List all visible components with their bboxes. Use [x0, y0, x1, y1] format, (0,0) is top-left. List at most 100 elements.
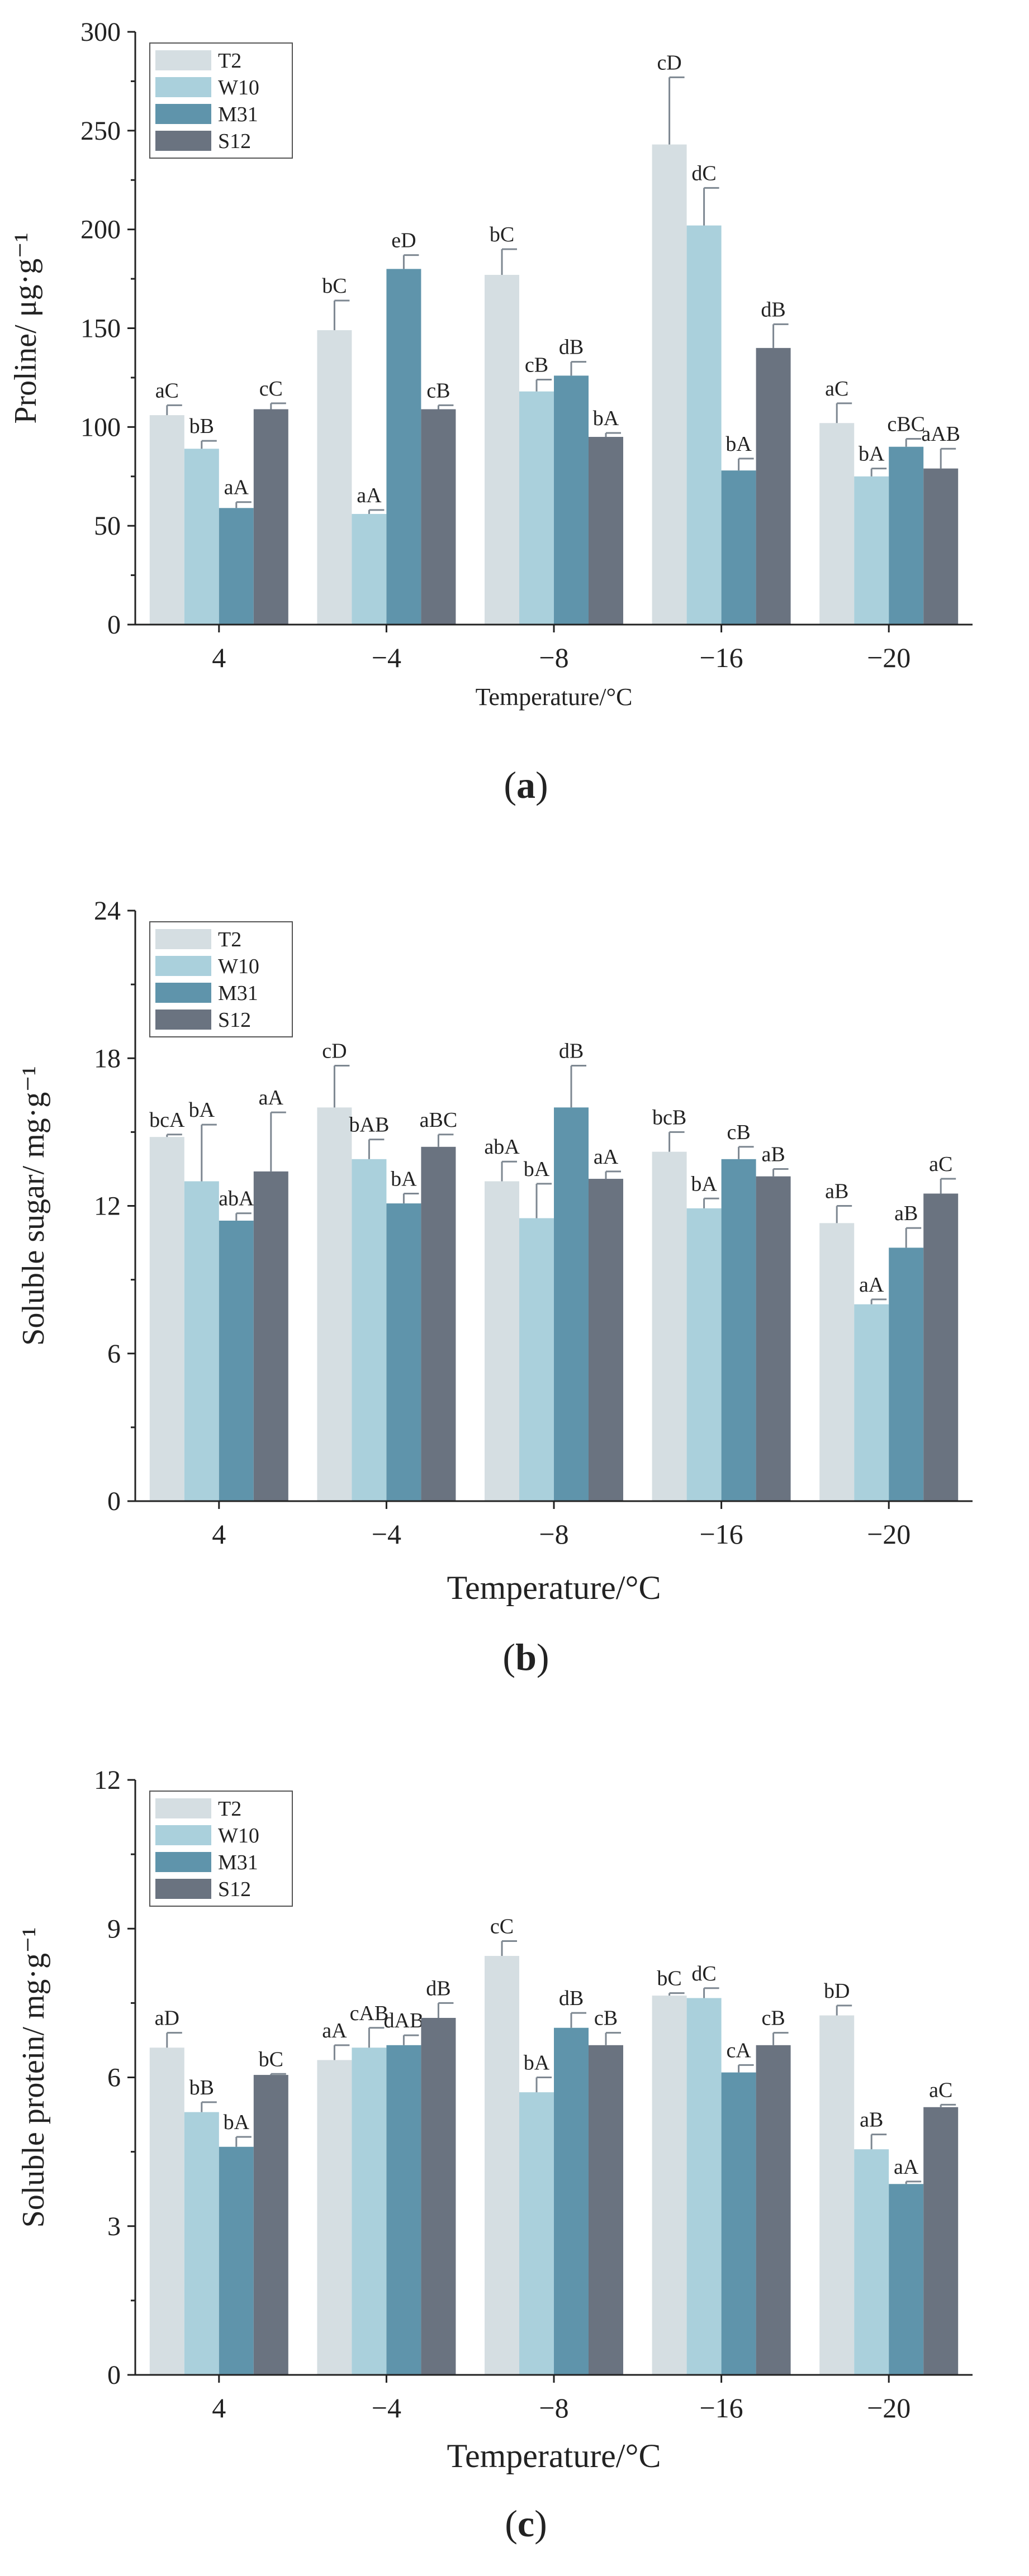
bar-W10-1: [352, 2048, 387, 2375]
significance-letter-T2-0: aD: [155, 2007, 179, 2030]
legend-swatch-T2: [155, 929, 211, 949]
bar-M31-1: [386, 269, 421, 625]
panel-caption-letter: b: [515, 1636, 537, 1678]
significance-letter-M31-4: cBC: [887, 413, 925, 436]
y-tick-label: 100: [80, 412, 121, 442]
panel-caption: (a): [504, 764, 548, 806]
significance-letter-W10-3: bA: [691, 1172, 717, 1196]
x-tick-label: −16: [699, 1518, 743, 1550]
bar-S12-1: [421, 1146, 456, 1501]
bar-W10-3: [686, 1998, 722, 2375]
bar-W10-2: [519, 2092, 554, 2375]
bar-S12-0: [253, 1171, 288, 1501]
legend-swatch-T2: [155, 50, 211, 70]
significance-letter-W10-3: dC: [691, 1962, 716, 1985]
y-tick-label: 24: [94, 896, 121, 926]
x-tick-label: −16: [699, 642, 743, 673]
bar-M31-1: [386, 1203, 421, 1501]
significance-letter-T2-1: cD: [322, 1039, 347, 1063]
significance-letter-W10-2: cB: [525, 353, 548, 377]
bar-W10-3: [686, 225, 722, 625]
legend-label-S12: S12: [218, 130, 251, 153]
bar-W10-1: [352, 1159, 387, 1501]
bar-M31-0: [219, 1220, 254, 1501]
legend-label-T2: T2: [218, 1797, 241, 1821]
bar-W10-1: [352, 513, 387, 625]
bar-S12-4: [923, 2107, 959, 2375]
bar-S12-2: [589, 1179, 623, 1501]
significance-letter-T2-4: aB: [825, 1180, 848, 1203]
bar-S12-2: [589, 2045, 623, 2375]
bar-S12-3: [756, 2045, 791, 2375]
bar-T2-1: [317, 2060, 352, 2375]
significance-letter-M31-0: bA: [224, 2111, 250, 2134]
significance-letter-W10-0: bB: [189, 2076, 214, 2099]
bar-T2-1: [317, 1107, 352, 1501]
significance-letter-S12-0: cC: [259, 377, 283, 401]
bar-S12-1: [421, 2018, 456, 2375]
bar-T2-0: [149, 1137, 184, 1501]
bar-M31-2: [554, 1107, 589, 1501]
bar-T2-4: [819, 423, 855, 625]
bar-M31-0: [219, 2146, 254, 2375]
panel-caption-letter: c: [518, 2502, 534, 2545]
bar-T2-3: [652, 144, 687, 625]
y-tick-label: 300: [80, 17, 121, 47]
panel-caption: (b): [502, 1636, 549, 1678]
legend-swatch-M31: [155, 104, 211, 124]
bar-S12-2: [589, 437, 623, 625]
bar-T2-3: [652, 1151, 687, 1501]
significance-letter-M31-2: dB: [559, 1039, 584, 1063]
legend-swatch-M31: [155, 983, 211, 1003]
legend-label-S12: S12: [218, 1878, 251, 1901]
significance-letter-M31-1: eD: [391, 229, 416, 253]
x-tick-label: −4: [372, 2392, 401, 2423]
significance-letter-M31-2: dB: [559, 1987, 584, 2010]
x-axis-title: Temperature/°C: [447, 2437, 661, 2474]
significance-letter-T2-1: bC: [322, 274, 347, 298]
y-tick-label: 12: [94, 1192, 121, 1221]
significance-letter-T2-3: bcB: [652, 1106, 686, 1129]
legend-label-W10: W10: [218, 955, 259, 978]
significance-letter-M31-3: bA: [725, 432, 752, 456]
significance-letter-M31-3: cA: [726, 2039, 751, 2062]
x-tick-label: −8: [539, 642, 568, 673]
y-tick-label: 150: [80, 314, 121, 344]
significance-letter-M31-1: dAB: [384, 2009, 424, 2032]
significance-letter-S12-2: aA: [594, 1145, 619, 1169]
bar-T2-1: [317, 330, 352, 625]
x-tick-label: 4: [212, 1518, 226, 1550]
bar-T2-4: [819, 1223, 855, 1501]
legend-swatch-T2: [155, 1798, 211, 1818]
chart-panel-b: bcAcDabAbcBaBbAbABbAbAaAabAbAdBcBaBaAaBC…: [16, 896, 973, 1678]
y-tick-label: 200: [80, 215, 121, 245]
significance-letter-S12-1: dB: [426, 1977, 451, 2000]
significance-letter-W10-4: aA: [859, 1273, 884, 1297]
legend-label-M31: M31: [218, 1851, 258, 1874]
x-tick-label: 4: [212, 642, 226, 673]
bar-S12-4: [923, 468, 959, 625]
bar-S12-1: [421, 409, 456, 625]
bar-M31-1: [386, 2045, 421, 2375]
x-tick-label: −4: [372, 1518, 401, 1550]
significance-letter-T2-3: cD: [657, 51, 681, 74]
bar-W10-3: [686, 1208, 722, 1501]
legend-label-W10: W10: [218, 76, 259, 99]
significance-letter-S12-3: dB: [761, 298, 785, 321]
significance-letter-S12-4: aC: [929, 1153, 952, 1176]
bar-M31-4: [889, 1247, 924, 1501]
significance-letter-M31-0: abA: [219, 1187, 254, 1211]
significance-letter-W10-4: aB: [860, 2108, 883, 2132]
panel-caption-letter: a: [516, 764, 535, 806]
x-axis-title: Temperature/°C: [447, 1569, 661, 1606]
significance-letter-W10-1: bAB: [349, 1113, 390, 1137]
y-tick-label: 50: [94, 511, 121, 541]
significance-letter-M31-4: aB: [894, 1202, 918, 1225]
significance-letter-W10-4: bA: [859, 442, 885, 466]
significance-letter-T2-1: aA: [322, 2019, 347, 2042]
bar-M31-0: [219, 508, 254, 625]
significance-letter-S12-2: bA: [593, 407, 619, 430]
legend-label-T2: T2: [218, 49, 241, 73]
bar-M31-4: [889, 446, 924, 625]
